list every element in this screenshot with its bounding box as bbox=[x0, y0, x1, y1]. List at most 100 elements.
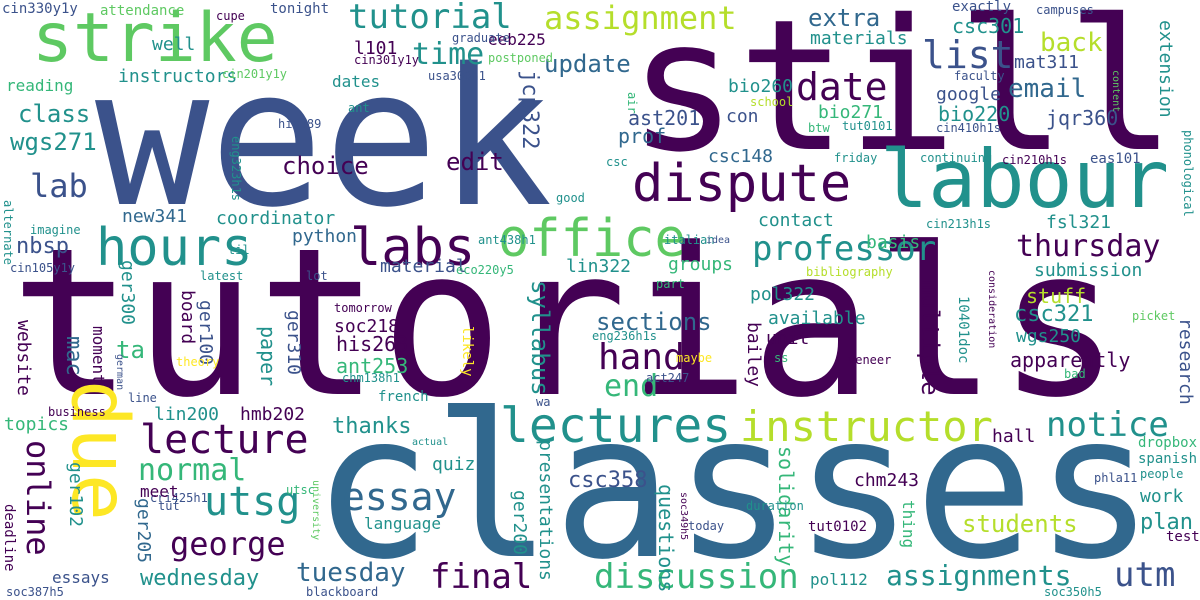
word-week: week bbox=[95, 28, 553, 249]
word-ast201: ast201 bbox=[628, 106, 701, 130]
word-google: google bbox=[936, 84, 1002, 105]
word-syllabus: syllabus bbox=[526, 280, 554, 396]
word-graduate: graduate bbox=[452, 31, 510, 45]
word-unit: unit bbox=[766, 328, 810, 349]
word-bio260: bio260 bbox=[728, 76, 794, 97]
word-picket: picket bbox=[1132, 309, 1176, 323]
word-ger205: ger205 bbox=[133, 498, 154, 564]
word-chm243: chm243 bbox=[854, 470, 920, 491]
word-material: material bbox=[380, 256, 467, 277]
word-quiz: quiz bbox=[432, 454, 476, 475]
word-usa300h1: usa300h1 bbox=[428, 69, 486, 83]
word-classes: classes bbox=[312, 371, 1155, 600]
word-bailey: bailey bbox=[743, 322, 764, 388]
word-thing: thing bbox=[899, 500, 918, 549]
word-imagine: imagine bbox=[30, 223, 81, 237]
word-strike: strike bbox=[32, 0, 278, 78]
word-lin322: lin322 bbox=[566, 256, 632, 277]
word-submission: submission bbox=[1034, 260, 1143, 281]
word-good: good bbox=[556, 191, 585, 205]
word-normal: normal bbox=[138, 453, 247, 488]
word-duration: duration bbox=[746, 499, 804, 513]
word-tut0102: tut0102 bbox=[808, 519, 868, 535]
word-materials: materials bbox=[810, 28, 908, 49]
word-well: well bbox=[152, 34, 196, 55]
word-professor: professor bbox=[752, 229, 937, 269]
word-available: available bbox=[768, 308, 866, 329]
word-fsl321: fsl321 bbox=[1046, 212, 1112, 233]
word-apparently: apparently bbox=[1010, 348, 1131, 372]
word-lecture: lecture bbox=[140, 417, 309, 463]
word-ger102: ger102 bbox=[65, 462, 86, 528]
word-sections: sections bbox=[596, 308, 712, 336]
word-csc301: csc301 bbox=[952, 14, 1025, 38]
word-german: german bbox=[114, 354, 125, 391]
word-ger300: ger300 bbox=[117, 260, 138, 326]
word-bad: bad bbox=[1064, 367, 1086, 381]
word-eeb225: eeb225 bbox=[488, 30, 546, 49]
word-website: website bbox=[13, 320, 34, 396]
word-spanish: spanish bbox=[1138, 451, 1198, 467]
word-csc: csc bbox=[606, 155, 628, 169]
word-theory: theory bbox=[176, 355, 220, 369]
word-cin210h1s: cin210h1s bbox=[1002, 153, 1068, 167]
word-hours: hours bbox=[96, 218, 253, 278]
word-email: email bbox=[1008, 74, 1087, 104]
word-labs: labs bbox=[350, 218, 476, 278]
word-discussion: discussion bbox=[594, 557, 799, 597]
word-mac: mac bbox=[61, 336, 86, 376]
word-topics: topics bbox=[4, 414, 70, 435]
word-business: business bbox=[48, 405, 106, 419]
word-utsg: utsg bbox=[204, 479, 301, 525]
word-phonological: phonological bbox=[1181, 130, 1195, 217]
word-faculty: faculty bbox=[954, 69, 1005, 83]
word-line: line bbox=[128, 391, 157, 405]
word-labour: labour bbox=[880, 133, 1169, 226]
word-stuff: stuff bbox=[1026, 284, 1087, 308]
word-extension: extension bbox=[1155, 20, 1176, 118]
word-utm: utm bbox=[1114, 555, 1176, 595]
word-school: school bbox=[750, 95, 794, 109]
word-notice: notice bbox=[1046, 405, 1169, 445]
word-content: content bbox=[1110, 70, 1121, 113]
word-jqr360: jqr360 bbox=[1046, 106, 1119, 130]
word-george: george bbox=[170, 525, 286, 563]
word-soc387h5: soc387h5 bbox=[6, 585, 64, 599]
word-solidarity: solidarity bbox=[774, 446, 798, 567]
word-hall: hall bbox=[992, 426, 1036, 447]
word-date: date bbox=[796, 65, 888, 109]
word-university: university bbox=[310, 480, 321, 541]
word-lectures: lectures bbox=[500, 398, 732, 454]
word-ger200: ger200 bbox=[509, 490, 530, 556]
word-tut: tut bbox=[158, 499, 180, 513]
word-cri425h1: cri425h1 bbox=[150, 491, 208, 505]
word-soc349h5: soc349h5 bbox=[678, 492, 689, 541]
word-hmb202: hmb202 bbox=[240, 404, 306, 425]
word-soc350h5: soc350h5 bbox=[1044, 585, 1102, 599]
word-phla11: phla11 bbox=[1094, 471, 1138, 485]
word-people: people bbox=[1140, 467, 1184, 481]
word-cin410h1s: cin410h1s bbox=[936, 121, 1002, 135]
word-contact: contact bbox=[758, 210, 834, 231]
word-campuses: campuses bbox=[1036, 3, 1094, 17]
word-consideration: consideration bbox=[986, 270, 997, 349]
word-thanks: thanks bbox=[332, 414, 412, 439]
word-research: research bbox=[1175, 318, 1196, 405]
word-back: back bbox=[1040, 28, 1103, 58]
word-his389: his389 bbox=[278, 117, 322, 131]
word-essay: essay bbox=[342, 475, 457, 519]
word-attendance: attendance bbox=[100, 3, 185, 19]
word-extra: extra bbox=[808, 4, 881, 32]
word-eas101: eas101 bbox=[1090, 151, 1141, 167]
word-groups: groups bbox=[668, 254, 734, 275]
word-con: con bbox=[726, 106, 759, 127]
word-final: final bbox=[430, 557, 533, 597]
word-csc358: csc358 bbox=[568, 468, 648, 493]
word-pol112: pol112 bbox=[810, 570, 868, 589]
word-tonight: tonight bbox=[270, 1, 330, 17]
word-assignments: assignments bbox=[886, 559, 1072, 592]
word-bio271: bio271 bbox=[818, 102, 884, 123]
word-bibliography: bibliography bbox=[806, 265, 893, 279]
word-still: still bbox=[628, 0, 1176, 192]
